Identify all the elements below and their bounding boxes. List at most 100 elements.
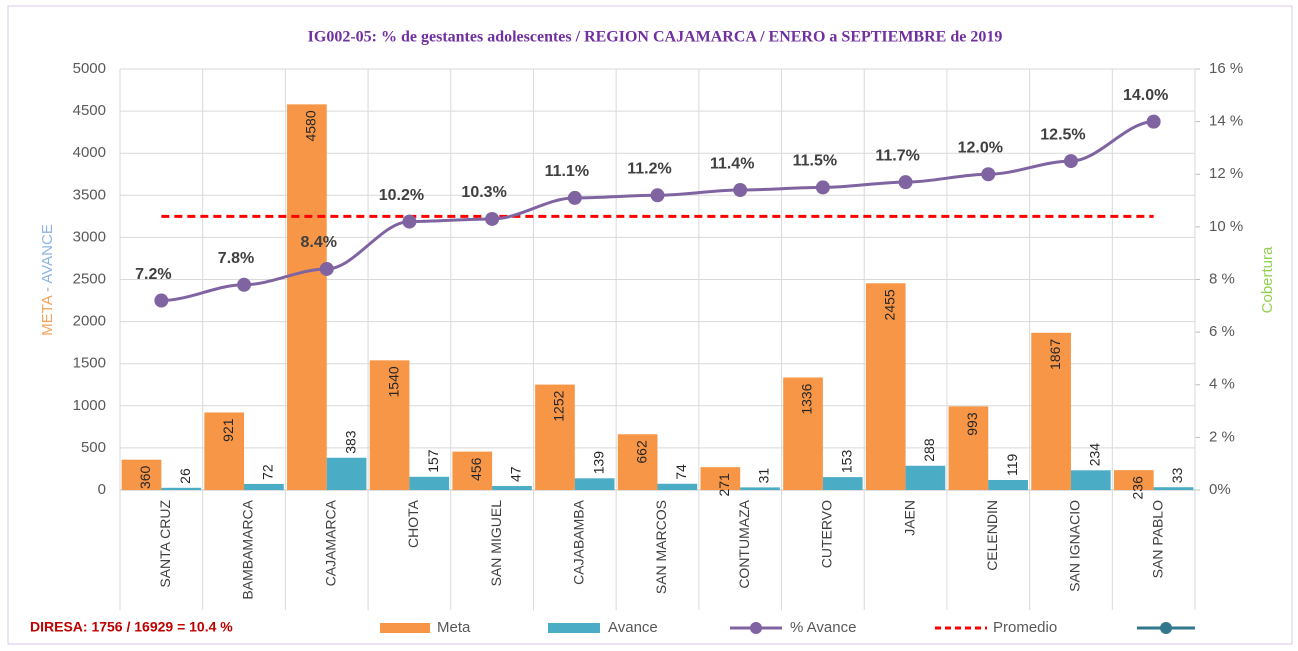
bar (492, 486, 532, 490)
percent-value-label: 10.2% (379, 187, 424, 204)
bar (700, 467, 741, 490)
bar (740, 487, 780, 490)
bar-value-label: 662 (633, 440, 649, 464)
percent-marker (815, 180, 830, 195)
bar-value-label: 1540 (385, 366, 401, 397)
y2-tick-label: 16 % (1209, 60, 1243, 77)
percent-value-label: 8.4% (300, 234, 336, 251)
percent-value-label: 11.1% (545, 163, 589, 180)
bar (657, 483, 698, 490)
percent-marker (733, 183, 748, 198)
bar (161, 487, 202, 490)
percent-value-label: 14.0% (1123, 87, 1168, 104)
bar-value-label: 1867 (1047, 339, 1063, 370)
bar-value-label: 139 (590, 451, 606, 475)
percent-marker (237, 277, 252, 292)
legend-label: Meta (437, 619, 471, 636)
x-tick-label: SAN MIGUEL (488, 500, 504, 587)
percent-marker (154, 293, 169, 308)
legend-label: Avance (608, 619, 658, 636)
percent-value-label: 12.5% (1040, 126, 1085, 143)
percent-marker (567, 190, 582, 205)
percent-marker (319, 261, 334, 276)
legend-label: % Avance (790, 619, 856, 636)
legend-swatch (380, 623, 430, 633)
percent-value-label: 12.0% (958, 139, 1003, 156)
x-tick-label: JAEN (901, 500, 917, 536)
bar (574, 478, 615, 490)
bar (1070, 470, 1111, 490)
x-tick-label: CELENDIN (984, 500, 1000, 571)
y-tick-label: 1500 (73, 355, 106, 372)
y2-tick-label: 12 % (1209, 165, 1243, 182)
bar-value-label: 26 (177, 468, 193, 484)
y-axis-label: META - AVANCE (39, 224, 56, 336)
y-tick-label: 4000 (73, 144, 106, 161)
bar (783, 377, 823, 490)
x-tick-label: SAN PABLO (1149, 500, 1165, 578)
bar (409, 476, 450, 490)
x-tick-label: CHOTA (405, 499, 421, 548)
bar (287, 104, 327, 490)
bar (369, 360, 410, 490)
legend-swatch (548, 623, 600, 633)
y2-tick-label: 0% (1209, 481, 1231, 498)
y2-tick-label: 14 % (1209, 113, 1243, 130)
legend-marker (1160, 622, 1172, 634)
y-tick-label: 1000 (73, 397, 106, 414)
percent-value-label: 7.2% (135, 266, 171, 283)
bar-value-label: 153 (838, 450, 854, 474)
y-tick-label: 4500 (73, 102, 106, 119)
x-tick-label: SAN IGNACIO (1067, 500, 1083, 592)
bar (865, 283, 906, 490)
bar (1113, 470, 1154, 490)
percent-value-label: 11.7% (875, 147, 919, 164)
x-tick-label: CAJAMARCA (322, 499, 338, 586)
x-tick-label: CONTUMAZA (736, 499, 752, 588)
bar-value-label: 1336 (799, 383, 815, 414)
bar-value-label: 33 (1169, 467, 1185, 483)
bar-value-label: 360 (137, 465, 153, 489)
bar (822, 477, 863, 490)
bar-value-label: 236 (1130, 476, 1146, 500)
y2-tick-label: 6 % (1209, 323, 1235, 340)
y-tick-label: 500 (81, 439, 106, 456)
bar (988, 479, 1028, 490)
legend-marker (750, 622, 762, 634)
bar (617, 434, 658, 490)
y-tick-label: 3500 (73, 186, 106, 203)
x-tick-label: CAJABAMBA (571, 499, 587, 584)
bar (905, 465, 946, 490)
footnote: DIRESA: 1756 / 16929 = 10.4 % (30, 619, 233, 635)
y2-tick-label: 8 % (1209, 270, 1235, 287)
bar (1153, 487, 1194, 490)
percent-marker (485, 211, 500, 226)
bar-value-label: 119 (1004, 453, 1020, 476)
bar-value-label: 31 (756, 468, 772, 484)
bar (452, 451, 493, 490)
bar-value-label: 74 (673, 464, 689, 480)
y-tick-label: 2000 (73, 313, 106, 330)
legend-label: Promedio (993, 619, 1057, 636)
percent-marker (402, 214, 417, 229)
bar-value-label: 456 (468, 457, 484, 481)
y-tick-label: 3000 (73, 228, 106, 245)
percent-marker (981, 167, 996, 182)
y2-tick-label: 4 % (1209, 376, 1235, 393)
percent-value-label: 7.8% (218, 250, 254, 267)
y-tick-label: 5000 (73, 60, 106, 77)
percent-marker (1063, 154, 1078, 169)
percent-marker (898, 175, 913, 190)
x-tick-label: SANTA CRUZ (157, 500, 173, 588)
legend-extra (1137, 622, 1195, 634)
x-tick-label: BAMBAMARCA (240, 499, 256, 599)
chart-title: IG002-05: % de gestantes adolescentes / … (308, 29, 1003, 46)
x-tick-label: CUTERVO (819, 500, 835, 568)
bar (244, 483, 284, 490)
y-tick-label: 0 (98, 481, 106, 498)
y2-axis-label: Cobertura (1259, 246, 1276, 313)
y-axis-label-part: - (39, 287, 56, 292)
percent-marker (650, 188, 665, 203)
